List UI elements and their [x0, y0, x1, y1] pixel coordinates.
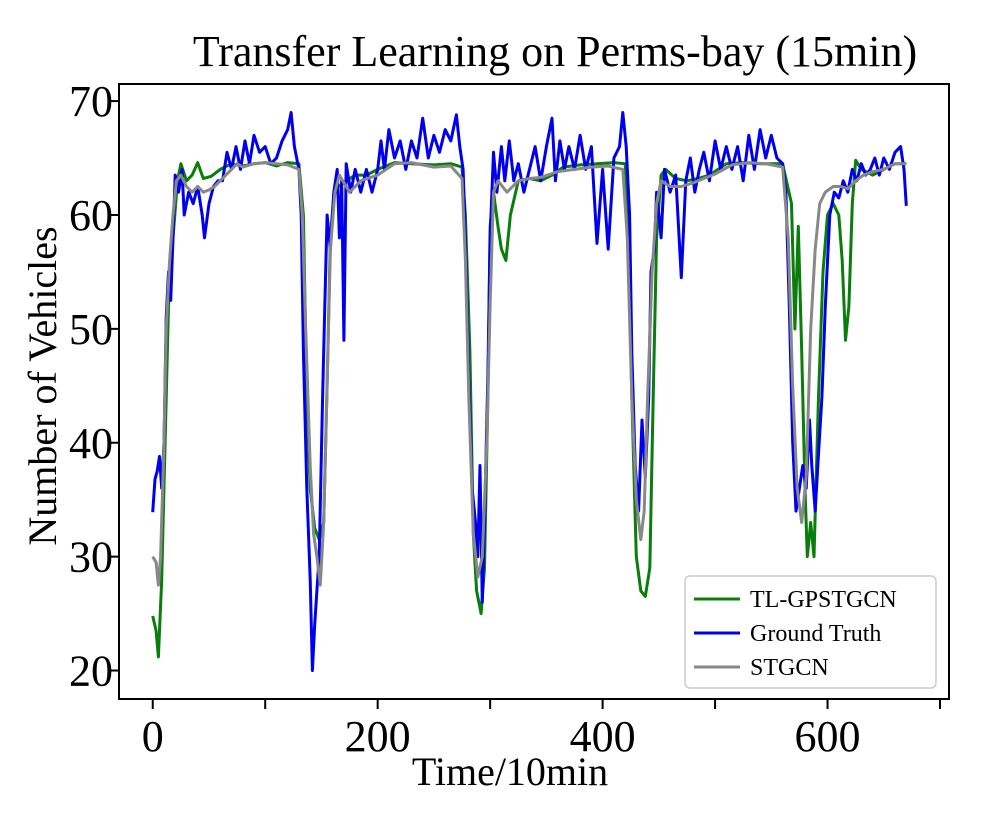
y-axis-label: Number of Vehicles — [20, 226, 65, 545]
x-tick-label: 200 — [345, 712, 411, 761]
x-tick-label: 0 — [142, 712, 164, 761]
legend: TL-GPSTGCN Ground Truth STGCN — [684, 575, 937, 689]
series-line-2 — [151, 161, 907, 587]
legend-label: STGCN — [750, 655, 829, 681]
x-axis-label: Time/10min — [412, 749, 608, 794]
y-tick-label: 40 — [69, 419, 113, 468]
x-tick-label: 600 — [795, 712, 861, 761]
y-tick-label: 50 — [69, 305, 113, 354]
legend-box — [684, 575, 937, 689]
y-tick-label: 60 — [69, 191, 113, 240]
series-layer — [151, 111, 908, 672]
y-axis: 20 30 40 50 60 70 — [69, 77, 119, 696]
y-tick-label: 30 — [69, 533, 113, 582]
legend-label: TL-GPSTGCN — [750, 587, 897, 613]
x-axis: 0 200 400 600 — [142, 699, 942, 761]
plot-frame — [118, 83, 950, 700]
chart-title: Transfer Learning on Perms-bay (15min) — [193, 27, 917, 76]
y-tick-label: 20 — [69, 647, 113, 696]
x-tick-label: 400 — [570, 712, 636, 761]
legend-label: Ground Truth — [750, 621, 881, 647]
y-tick-label: 70 — [69, 77, 113, 126]
